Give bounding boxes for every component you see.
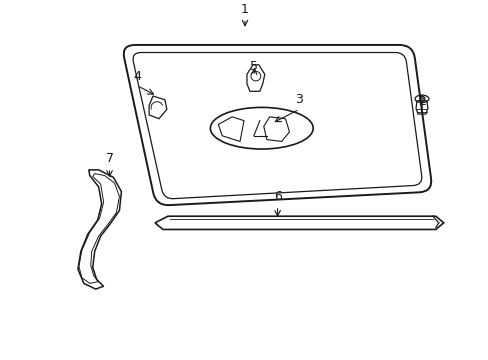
Text: 2: 2 xyxy=(417,95,425,108)
Text: 4: 4 xyxy=(133,70,141,83)
Text: 7: 7 xyxy=(105,152,113,165)
Text: 5: 5 xyxy=(249,60,257,73)
Text: 3: 3 xyxy=(295,94,303,107)
Text: 6: 6 xyxy=(273,190,281,203)
Text: 1: 1 xyxy=(241,3,248,15)
